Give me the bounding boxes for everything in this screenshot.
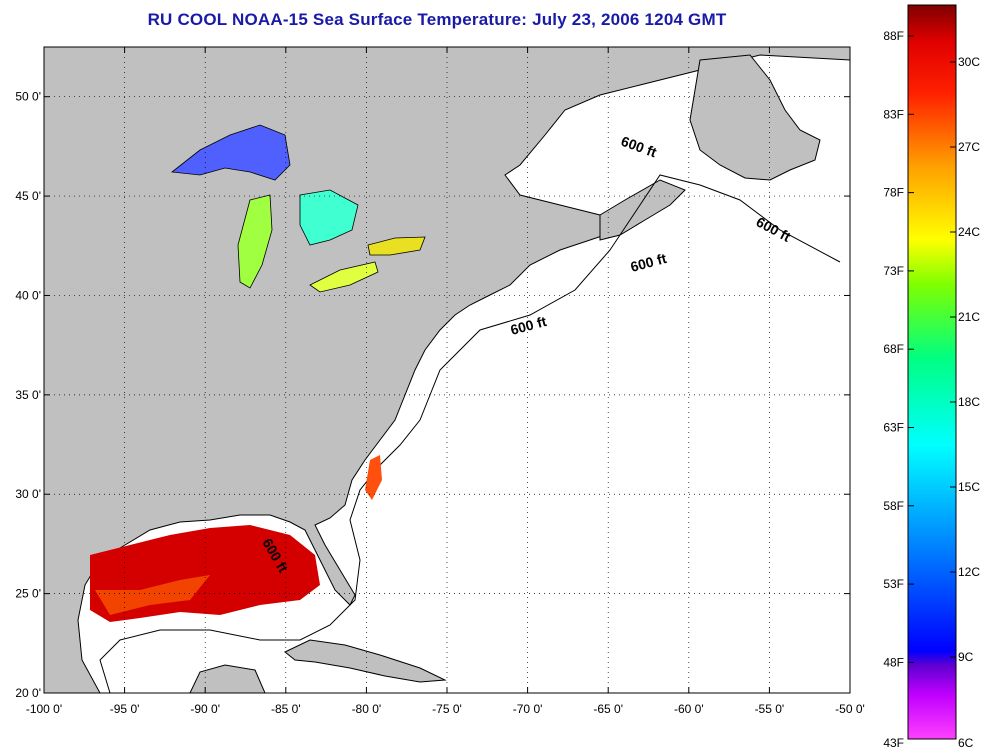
lat-tick-label: 20 0'	[15, 686, 41, 700]
colorbar-f-label: 88F	[883, 29, 904, 43]
colorbar-f-label: 63F	[883, 421, 904, 435]
colorbar-f-label: 43F	[883, 736, 904, 750]
colorbar-fahrenheit-labels: 88F 83F 78F 73F 68F 63F 58F 53F 48F 43F	[883, 29, 914, 750]
lat-axis: 20 0' 25 0' 30 0' 35 0' 40 0' 45 0' 50 0'	[15, 90, 850, 700]
contour-600ft	[99, 174, 841, 693]
lake-michigan	[237, 194, 273, 289]
lat-tick-label: 30 0'	[15, 487, 41, 501]
lat-tick-label: 25 0'	[15, 587, 41, 601]
colorbar-f-label: 78F	[883, 186, 904, 200]
lon-tick-label: -90 0'	[190, 702, 220, 716]
land-newfoundland	[689, 54, 821, 181]
colorbar-celsius-labels: 30C 27C 24C 21C 18C 15C 12C 9C 6C	[950, 55, 980, 750]
colorbar-c-label: 12C	[958, 565, 980, 579]
lake-huron	[299, 189, 359, 246]
lat-tick-label: 50 0'	[15, 90, 41, 104]
lake-ontario	[367, 236, 426, 256]
lat-tick-label: 45 0'	[15, 189, 41, 203]
lon-tick-label: -70 0'	[513, 702, 543, 716]
colorbar-f-label: 68F	[883, 342, 904, 356]
land-north-america	[44, 47, 850, 693]
colorbar-c-label: 15C	[958, 480, 980, 494]
lon-tick-label: -75 0'	[432, 702, 462, 716]
lon-tick-label: -65 0'	[593, 702, 623, 716]
atlantic-sst-patch	[365, 455, 382, 500]
lon-tick-label: -80 0'	[352, 702, 382, 716]
colorbar-c-label: 18C	[958, 395, 980, 409]
lon-tick-label: -55 0'	[755, 702, 785, 716]
colorbar	[907, 4, 957, 740]
lat-tick-label: 35 0'	[15, 388, 41, 402]
lat-tick-label: 40 0'	[15, 288, 41, 302]
colorbar-c-label: 9C	[958, 650, 974, 664]
lon-tick-label: -95 0'	[110, 702, 140, 716]
land-yucatan	[189, 664, 266, 693]
map-title: RU COOL NOAA-15 Sea Surface Temperature:…	[147, 10, 727, 29]
lake-erie	[309, 261, 379, 293]
colorbar-f-label: 83F	[883, 107, 904, 121]
lon-tick-label: -50 0'	[835, 702, 865, 716]
colorbar-f-label: 48F	[883, 655, 904, 669]
great-lakes	[170, 124, 426, 293]
gulf-sst-orange	[95, 575, 210, 615]
colorbar-c-label: 30C	[958, 55, 980, 69]
land-nova-scotia	[599, 179, 686, 241]
lake-superior	[170, 124, 291, 181]
gulf-sst-overlay	[90, 455, 382, 622]
lon-tick-label: -100 0'	[26, 702, 62, 716]
colorbar-c-label: 6C	[958, 736, 974, 750]
lon-tick-label: -60 0'	[674, 702, 704, 716]
land-cuba	[284, 639, 447, 683]
lon-tick-label: -85 0'	[271, 702, 301, 716]
colorbar-f-label: 58F	[883, 499, 904, 513]
colorbar-c-label: 24C	[958, 225, 980, 239]
colorbar-f-label: 73F	[883, 264, 904, 278]
colorbar-c-label: 27C	[958, 140, 980, 154]
colorbar-c-label: 21C	[958, 310, 980, 324]
lon-axis: -100 0' -95 0' -90 0' -85 0' -80 0' -75 0' -70…	[26, 47, 865, 716]
colorbar-f-label: 53F	[883, 577, 904, 591]
